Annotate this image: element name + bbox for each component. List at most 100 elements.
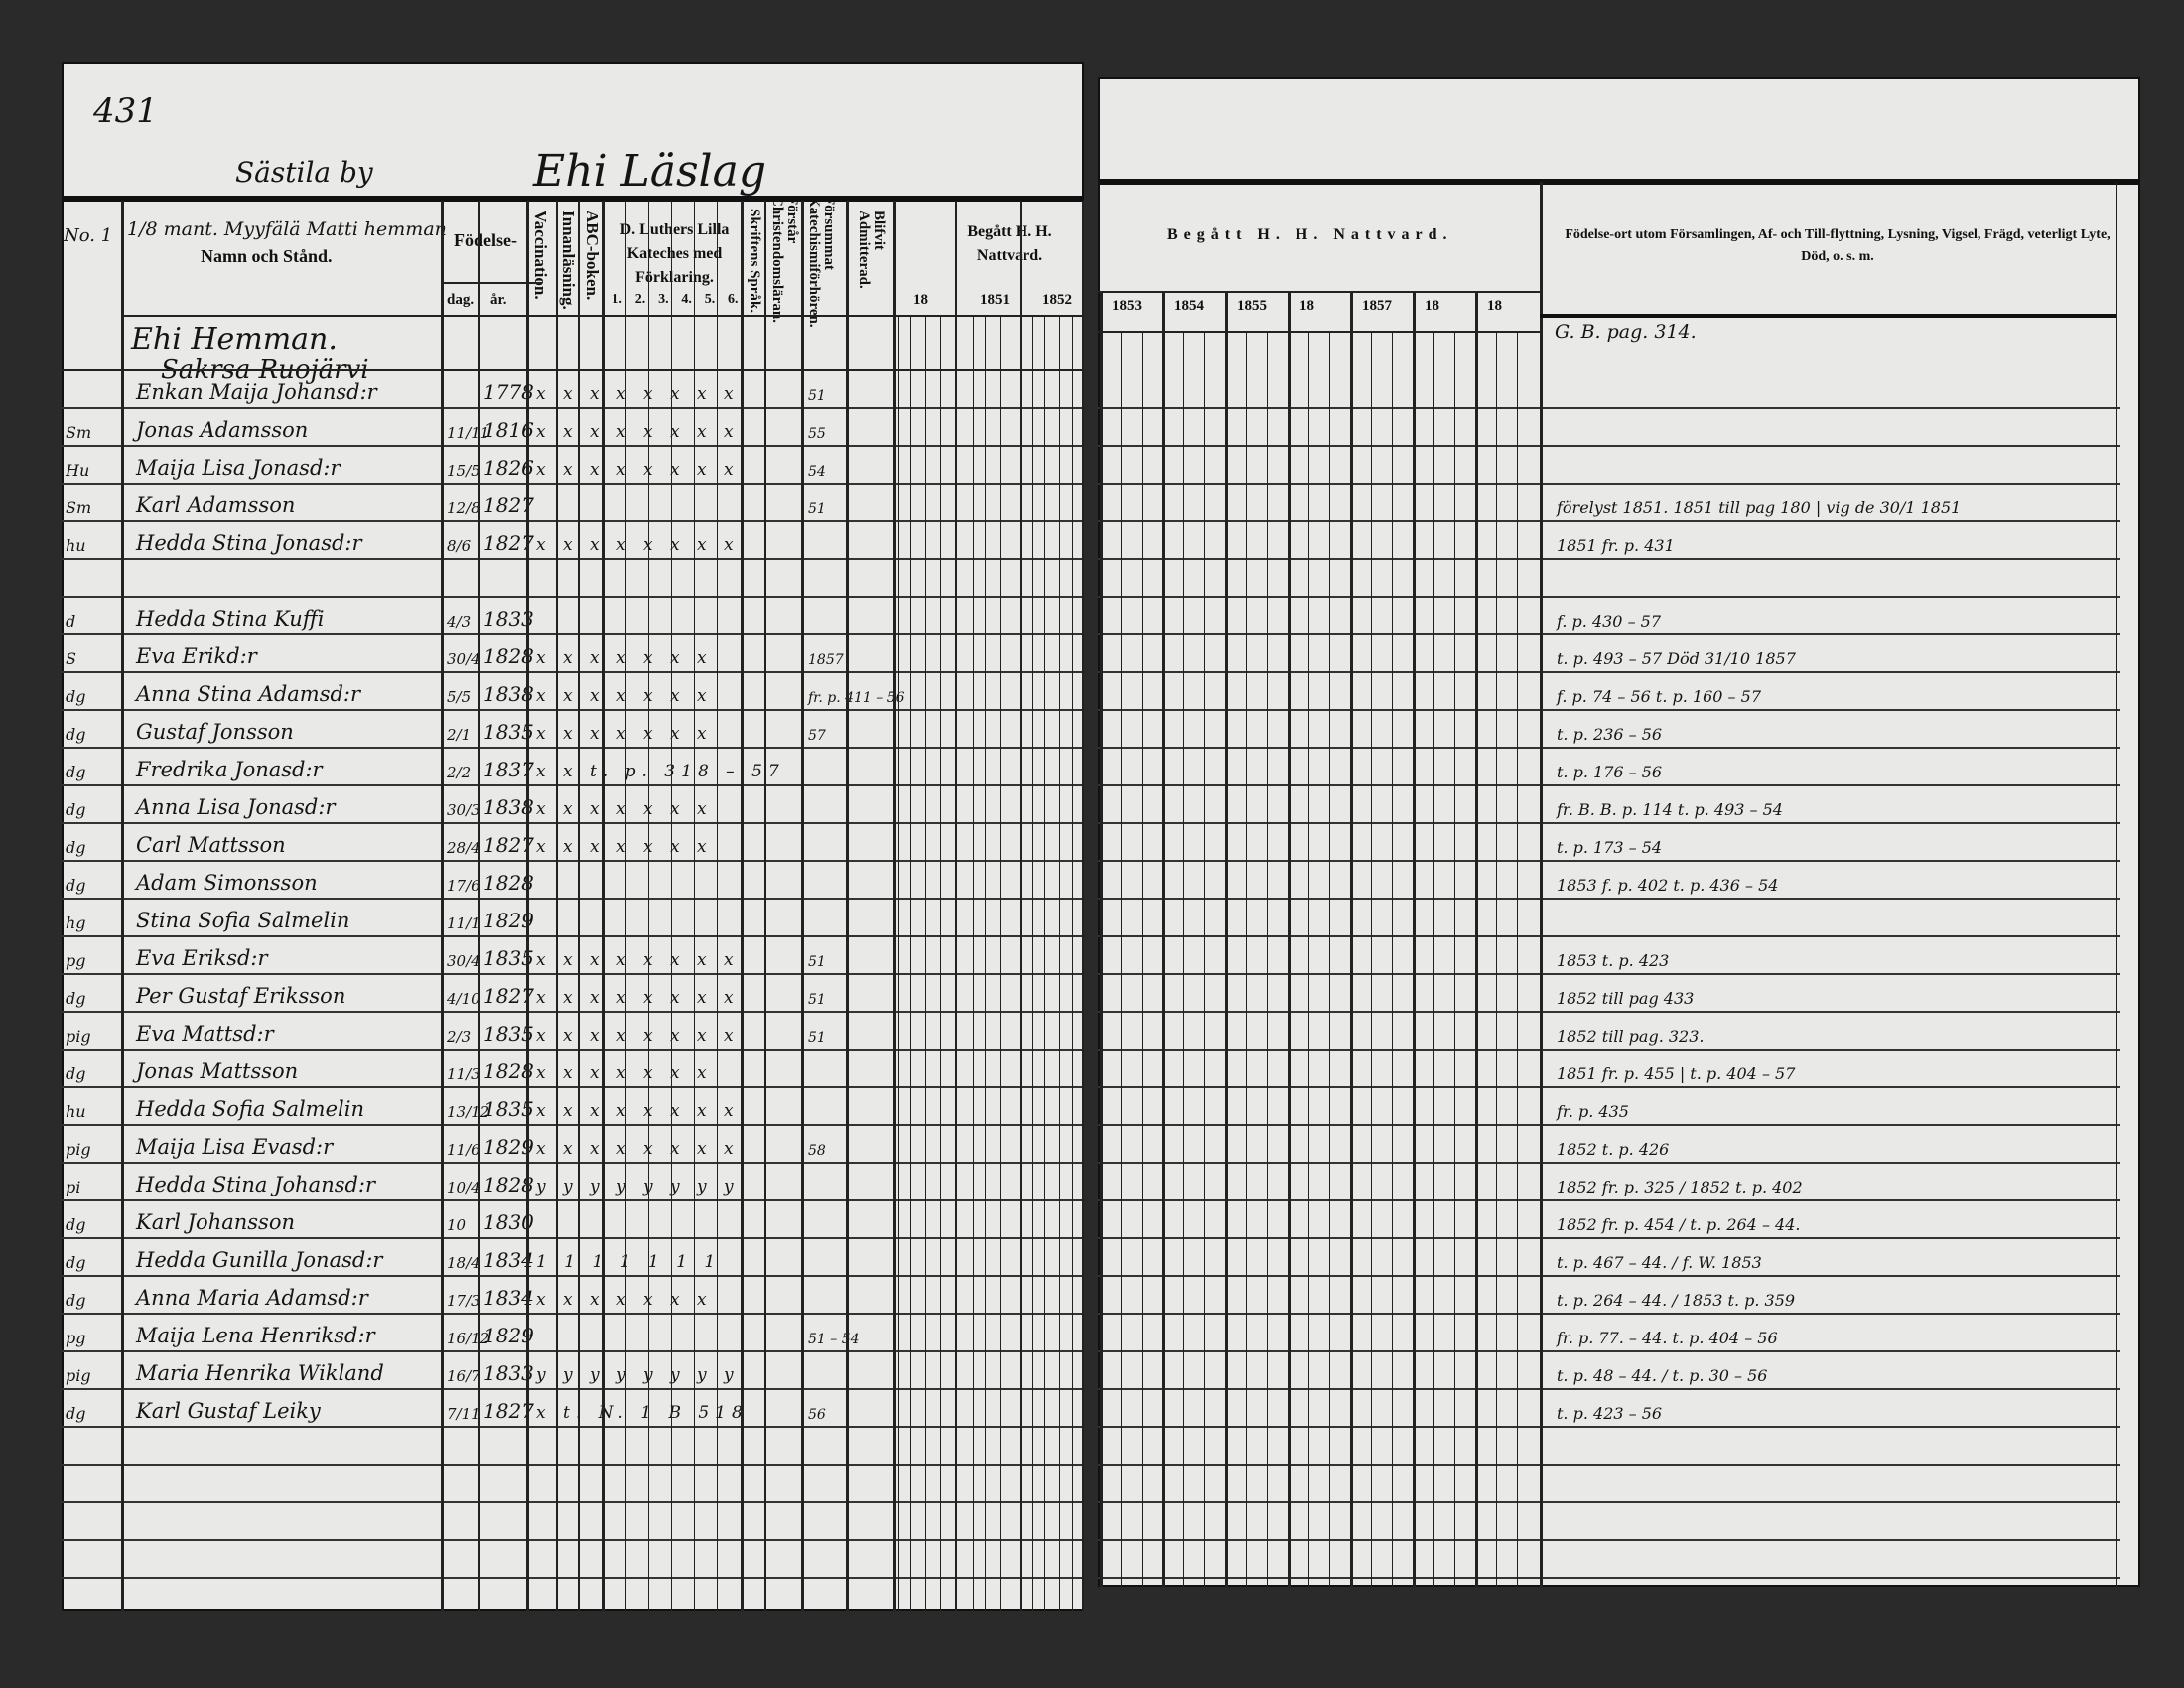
begatt-header-right: Begått H. H. Nattvard. — [1167, 226, 1453, 243]
catechism-marks: x x x x x x x x — [536, 1026, 740, 1046]
first-remark: G. B. pag. 314. — [1555, 321, 1697, 343]
column-line — [441, 201, 444, 1611]
row-rule — [62, 369, 1084, 371]
person-name: Per Gustaf Eriksson — [136, 984, 346, 1008]
birth-year: 1828 — [483, 1059, 534, 1083]
luther-part: 6. — [728, 292, 739, 307]
person-name: Hedda Stina Kuffi — [136, 607, 325, 631]
birth-day: 2/3 — [447, 1028, 472, 1046]
column-line — [1121, 331, 1122, 1587]
row-prefix: dg — [66, 1404, 86, 1423]
column-line — [1329, 331, 1330, 1587]
catechism-marks: x x x x x x x — [536, 1290, 713, 1310]
person-name: Hedda Stina Jonasd:r — [136, 531, 362, 555]
birth-day: 7/11 — [447, 1405, 480, 1423]
remark-text: t. p. 236 – 56 — [1557, 725, 1663, 744]
catechism-marks: x x t. p. 318 – 57 — [536, 762, 785, 781]
column-line — [1032, 315, 1033, 1611]
empty-row — [62, 1541, 1084, 1579]
register-row: S Eva Erikd:r 30/4 1828 x x x x x x x 1857 — [62, 635, 1084, 673]
remark-text: förelyst 1851. 1851 till pag 180 | vig d… — [1557, 498, 1962, 517]
column-line — [1454, 331, 1455, 1587]
person-name: Hedda Gunilla Jonasd:r — [136, 1248, 383, 1272]
forsummat-note: 57 — [808, 728, 826, 744]
row-prefix: S — [66, 649, 76, 668]
register-row: dg Fredrika Jonasd:r 2/2 1837 x x t. p. 318 … — [62, 749, 1084, 786]
catechism-marks: x x x x x x x — [536, 648, 713, 668]
column-line — [764, 201, 766, 1611]
year-header: 18 — [1425, 298, 1439, 314]
column-line — [1072, 315, 1073, 1611]
birth-day: 11/6 — [447, 1141, 480, 1159]
remark-text: 1852 till pag 433 — [1557, 989, 1695, 1008]
remark-row: fr. B. B. p. 114 t. p. 493 – 54 — [1098, 786, 2120, 824]
year-header: 1855 — [1237, 298, 1267, 314]
row-prefix: dg — [66, 989, 86, 1008]
birth-year: 1827 — [483, 833, 534, 857]
remark-text: 1852 till pag. 323. — [1557, 1027, 1705, 1046]
remark-row: t. p. 264 – 44. / 1853 t. p. 359 — [1098, 1277, 2120, 1315]
row-prefix: dg — [66, 800, 86, 819]
empty-row — [1098, 1428, 2120, 1466]
catechism-marks: x x x x x x x — [536, 724, 713, 744]
birth-day: 10/4 — [447, 1179, 480, 1196]
column-line — [910, 315, 911, 1611]
row-rule — [1098, 291, 1540, 293]
column-line — [648, 201, 649, 1611]
birth-day: 10 — [447, 1216, 467, 1234]
birth-year: 1829 — [483, 909, 534, 932]
empty-row — [1098, 1466, 2120, 1503]
forsummat-note: 51 — [808, 954, 826, 970]
catechism-marks: x x x x x x x x — [536, 384, 740, 404]
column-line — [741, 201, 744, 1611]
register-row: hu Hedda Stina Jonasd:r 8/6 1827 x x x x x x… — [62, 522, 1084, 560]
register-row: pi Hedda Stina Johansd:r 10/4 1828 y y y y y… — [62, 1164, 1084, 1201]
remark-text: 1853 f. p. 402 t. p. 436 – 54 — [1557, 876, 1779, 895]
column-line — [1000, 315, 1001, 1611]
person-name: Gustaf Jonsson — [136, 720, 294, 744]
birth-day: 8/6 — [447, 537, 472, 555]
person-name: Maija Lisa Jonasd:r — [136, 456, 341, 480]
year-header: 18 — [913, 292, 928, 308]
remark-text: t. p. 493 – 57 Död 31/10 1857 — [1557, 649, 1796, 668]
year-header: 1852 — [1042, 292, 1072, 308]
person-name: Jonas Mattsson — [136, 1059, 299, 1083]
luther-part: 1. — [612, 292, 622, 307]
remark-row: 1852 t. p. 426 — [1098, 1126, 2120, 1164]
column-line — [925, 315, 926, 1611]
village-name: Sästila by — [235, 156, 373, 189]
forsummat-note: 55 — [808, 426, 826, 442]
column-line — [526, 201, 529, 1611]
birth-year: 1834 — [483, 1248, 534, 1272]
row-prefix: d — [66, 612, 76, 631]
register-row: dg Hedda Gunilla Jonasd:r 18/4 1834 1 1 1 1 … — [62, 1239, 1084, 1277]
forsummat-note: 56 — [808, 1407, 826, 1423]
remark-text: 1852 fr. p. 454 / t. p. 264 – 44. — [1557, 1215, 1801, 1234]
admitterad-header: Blifvit Admitterad. — [856, 211, 887, 289]
birth-day: 28/4 — [447, 839, 480, 857]
column-line — [602, 201, 605, 1611]
number-header: No. 1 — [64, 225, 113, 246]
person-name: Karl Gustaf Leiky — [136, 1399, 321, 1423]
remark-row: t. p. 48 – 44. / t. p. 30 – 56 — [1098, 1352, 2120, 1390]
column-line — [1540, 182, 1543, 1587]
register-row: Enkan Maija Johansd:r 1778 x x x x x x x x… — [62, 371, 1084, 409]
person-name: Hedda Stina Johansd:r — [136, 1173, 376, 1196]
year-header: 18 — [1299, 298, 1314, 314]
row-prefix: dg — [66, 725, 86, 744]
remark-text: 1852 fr. p. 325 / 1852 t. p. 402 — [1557, 1178, 1803, 1196]
forsummat-note: 54 — [808, 464, 826, 480]
row-prefix: hu — [66, 536, 86, 555]
person-name: Eva Eriksd:r — [136, 946, 268, 970]
year-header: 1851 — [980, 292, 1010, 308]
remark-row: t. p. 173 – 54 — [1098, 824, 2120, 862]
row-rule — [1098, 331, 1540, 333]
header-rule — [1098, 179, 2140, 185]
person-name: Enkan Maija Johansd:r — [136, 380, 377, 404]
birth-day: 4/3 — [447, 613, 472, 631]
empty-row — [62, 1503, 1084, 1541]
register-row: Hu Maija Lisa Jonasd:r 15/5 1826 x x x x x x… — [62, 447, 1084, 485]
catechism-marks: y y y y y y y y — [536, 1365, 740, 1385]
forsummat-note: 51 – 54 — [808, 1332, 860, 1347]
remark-row: f. p. 74 – 56 t. p. 160 – 57 — [1098, 673, 2120, 711]
